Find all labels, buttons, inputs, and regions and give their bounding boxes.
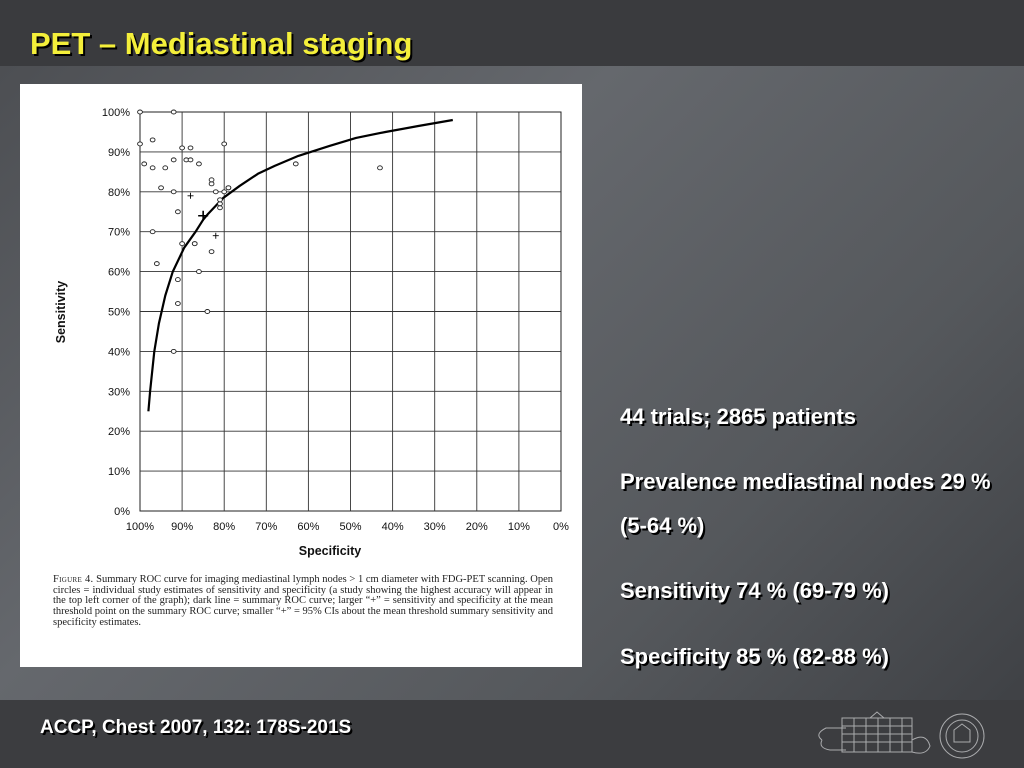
y-tick-label: 100% bbox=[102, 107, 130, 119]
bullet-trials: 44 trials; 2865 patients bbox=[620, 404, 857, 429]
x-axis-label: Specificity bbox=[299, 544, 362, 558]
y-tick-label: 70% bbox=[108, 227, 130, 239]
study-point bbox=[208, 249, 215, 255]
study-point bbox=[179, 241, 185, 247]
bullet-specificity: Specificity 85 % (82-88 %) bbox=[620, 644, 890, 669]
study-point bbox=[158, 185, 164, 191]
study-point bbox=[221, 141, 228, 147]
x-tick-label: 100% bbox=[126, 521, 154, 533]
study-point bbox=[191, 241, 198, 247]
grid-layer bbox=[139, 111, 562, 512]
y-axis-label: Sensitivity bbox=[54, 281, 68, 344]
ci-marker bbox=[187, 192, 194, 199]
study-point bbox=[149, 137, 156, 143]
title-band bbox=[0, 0, 1024, 66]
study-point bbox=[137, 109, 143, 115]
curve-layer bbox=[147, 118, 453, 412]
figure-caption: Figure 4. Summary ROC curve for imaging … bbox=[53, 574, 553, 629]
study-point bbox=[170, 157, 177, 163]
study-point bbox=[175, 277, 181, 283]
study-point bbox=[149, 165, 156, 171]
x-tick-label: 0% bbox=[553, 521, 569, 533]
caption-body: Summary ROC curve for imaging mediastina… bbox=[53, 574, 553, 628]
slide-title: PET – Mediastinal staging bbox=[30, 26, 413, 61]
study-point bbox=[221, 189, 228, 195]
caption-lead: Figure 4. bbox=[53, 574, 94, 585]
study-point bbox=[208, 177, 215, 183]
university-logo bbox=[818, 711, 985, 759]
figure-panel: 0% 10% 20% 30% 40% 50% 60% 70% 80% 90% 100% 100% 90%… bbox=[20, 84, 582, 667]
bullet-prevalence: Prevalence mediastinal nodes 29 % (5-64 … bbox=[620, 469, 991, 538]
study-point bbox=[141, 161, 148, 167]
study-point bbox=[196, 269, 202, 275]
study-point bbox=[292, 161, 299, 167]
study-point bbox=[175, 209, 181, 215]
bullet-list: 44 trials; 2865 patients Prevalence medi… bbox=[620, 394, 1000, 700]
x-tick-label: 90% bbox=[171, 521, 193, 533]
y-tick-label: 40% bbox=[108, 346, 130, 358]
y-tick-label: 80% bbox=[108, 187, 130, 199]
study-point bbox=[377, 165, 383, 171]
y-tick-label: 0% bbox=[114, 506, 130, 518]
study-point bbox=[187, 157, 194, 163]
study-point bbox=[217, 201, 223, 207]
footer-citation: ACCP, Chest 2007, 132: 178S-201S bbox=[40, 717, 352, 738]
study-point bbox=[170, 348, 177, 354]
y-tick-label: 30% bbox=[108, 386, 130, 398]
study-point bbox=[170, 109, 177, 115]
study-point bbox=[217, 197, 223, 203]
x-tick-label: 10% bbox=[508, 521, 530, 533]
x-tick-label: 20% bbox=[466, 521, 488, 533]
point-layer bbox=[137, 109, 383, 354]
x-tick-label: 50% bbox=[339, 521, 361, 533]
ci-marker bbox=[212, 232, 219, 239]
x-tick-label: 40% bbox=[382, 521, 404, 533]
study-point bbox=[179, 145, 185, 151]
x-tick-label: 30% bbox=[424, 521, 446, 533]
study-point bbox=[212, 189, 219, 195]
bullet-sensitivity: Sensitivity 74 % (69-79 %) bbox=[620, 578, 890, 603]
study-point bbox=[175, 301, 181, 306]
study-point bbox=[217, 205, 223, 211]
y-tick-label: 10% bbox=[108, 466, 130, 478]
roc-chart: 0% 10% 20% 30% 40% 50% 60% 70% 80% 90% 100% 100% 90%… bbox=[54, 107, 569, 558]
study-point bbox=[153, 261, 160, 267]
mean-threshold-marker bbox=[198, 210, 209, 221]
study-point bbox=[137, 141, 143, 147]
study-point bbox=[196, 161, 202, 167]
y-tick-label: 90% bbox=[108, 147, 130, 159]
study-point bbox=[187, 145, 194, 151]
x-tick-label: 70% bbox=[255, 521, 277, 533]
y-tick-label: 20% bbox=[108, 426, 130, 438]
study-point bbox=[170, 189, 177, 195]
study-point bbox=[149, 229, 156, 235]
y-tick-label: 50% bbox=[108, 307, 130, 319]
y-tick-label: 60% bbox=[108, 267, 130, 279]
x-tick-label: 60% bbox=[297, 521, 319, 533]
tick-layer: 0% 10% 20% 30% 40% 50% 60% 70% 80% 90% 100% 100% 90%… bbox=[102, 107, 569, 533]
study-point bbox=[208, 181, 215, 187]
study-point bbox=[204, 309, 211, 314]
summary-roc-curve bbox=[147, 118, 453, 412]
study-point bbox=[162, 165, 169, 171]
study-point bbox=[225, 185, 232, 191]
x-tick-label: 80% bbox=[213, 521, 235, 533]
